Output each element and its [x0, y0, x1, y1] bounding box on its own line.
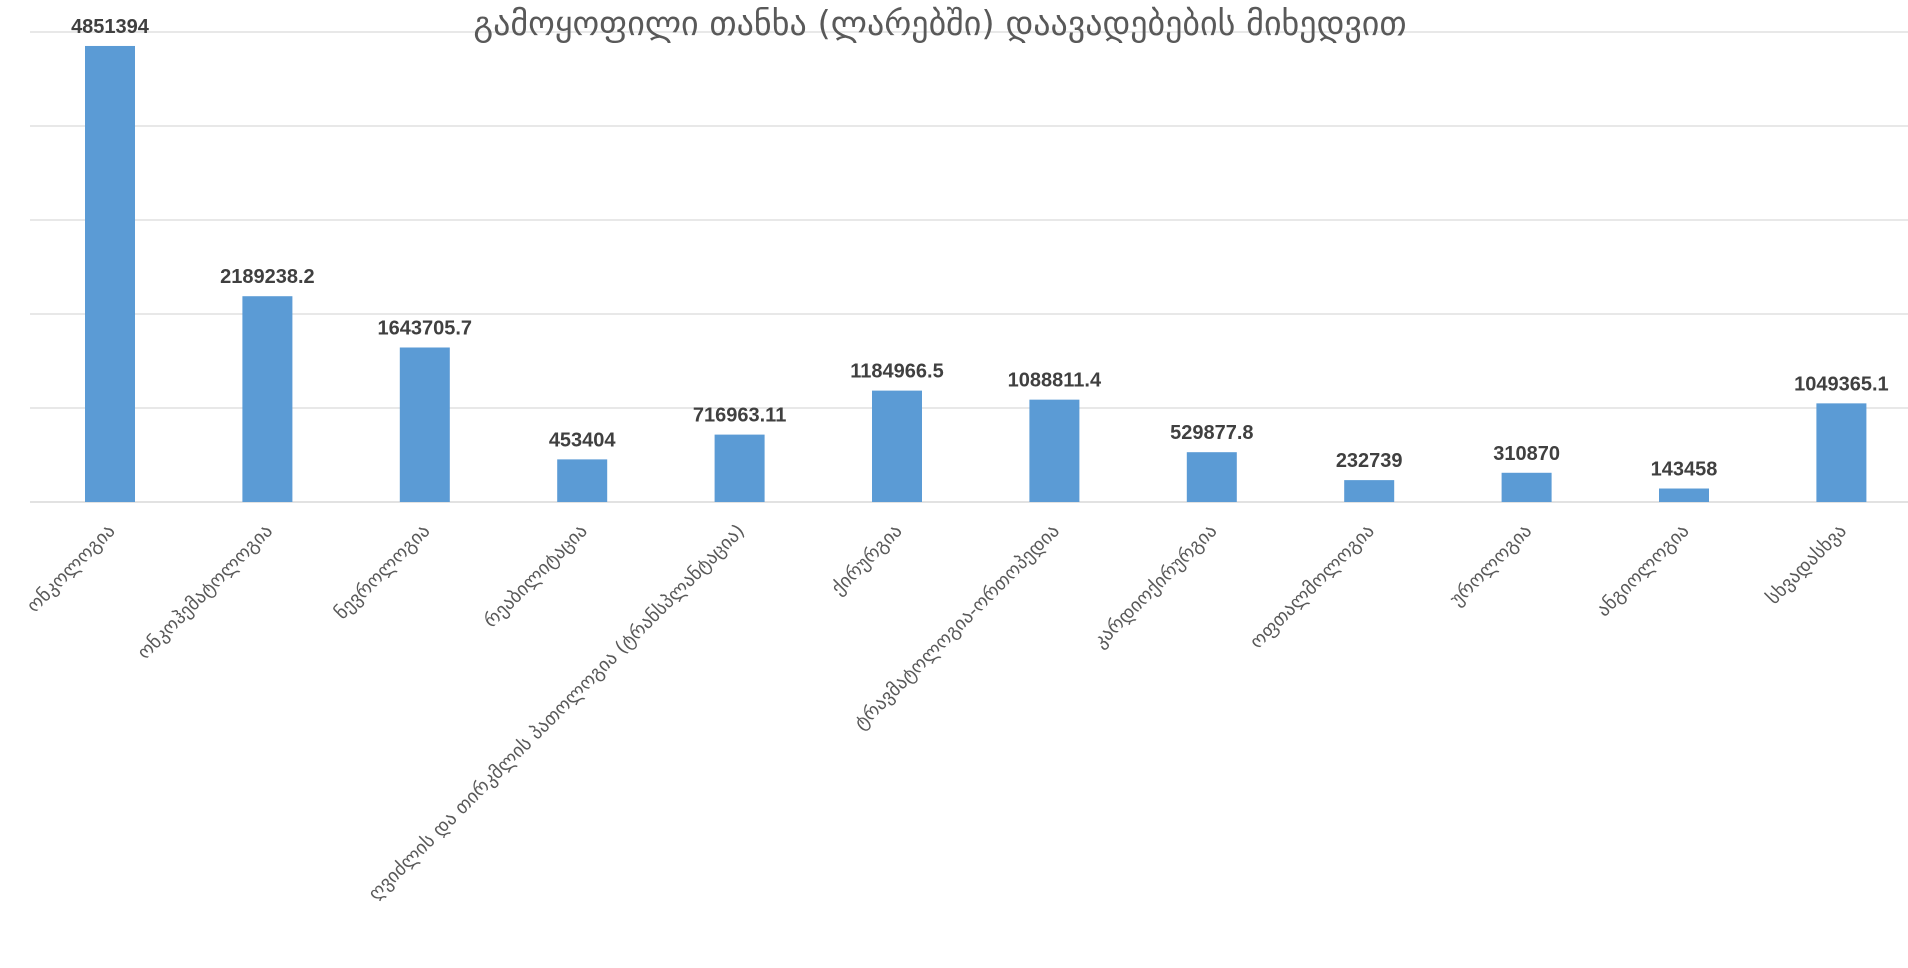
data-label: 232739 [1336, 450, 1403, 472]
data-label: 2189238.2 [220, 266, 315, 288]
data-label: 1643705.7 [378, 317, 473, 339]
bar [242, 296, 293, 502]
bar [714, 434, 765, 502]
x-tick-label: ონკოჰემატოლოგია [133, 520, 277, 664]
x-tick-label: ოფთალმოლოგია [1246, 520, 1379, 653]
gridlines [30, 31, 1908, 503]
data-labels: 4851394 2189238.2 1643705.7 453404 716963.11… [71, 16, 1889, 481]
data-label: 4851394 [71, 16, 150, 38]
data-label: 529877.8 [1170, 422, 1253, 444]
data-label: 1088811.4 [1008, 370, 1102, 392]
data-label: 1184966.5 [850, 361, 943, 383]
bar [1501, 472, 1552, 502]
bar [1344, 480, 1395, 502]
x-tick-labels: ონკოლოგია ონკოჰემატოლოგია ნევროლოგია რეაბილ… [23, 520, 1851, 905]
bar [1186, 452, 1237, 502]
x-tick-label: ანგიოლოგია [1592, 520, 1693, 621]
x-tick-label: უროლოგია [1446, 520, 1536, 610]
x-tick-label: ქირურგია [827, 520, 906, 599]
x-tick-label: კარდიოქირურგია [1089, 520, 1221, 652]
data-label: 453404 [549, 429, 617, 451]
chart-title: გამოყოფილი თანხა (ლარებში) დაავადებების … [473, 4, 1406, 44]
x-tick-label: სხვადასხვა [1762, 520, 1851, 609]
bar [1029, 399, 1080, 502]
x-tick-label: ონკოლოგია [23, 520, 120, 617]
x-tick-label: ღვიძლის და თირკმლის პათოლოგია (ტრანსპლან… [364, 520, 749, 905]
bar [872, 390, 922, 502]
bar [1659, 488, 1709, 502]
data-label: 310870 [1493, 443, 1560, 465]
x-tick-label: ნევროლოგია [330, 520, 434, 624]
bar [557, 459, 608, 502]
x-tick-label: რეაბილიტაცია [480, 520, 592, 632]
bars [85, 45, 1867, 502]
bar [1816, 403, 1867, 502]
bar [399, 347, 450, 502]
bar [85, 45, 135, 502]
data-label: 1049365.1 [1794, 373, 1889, 395]
data-label: 716963.11 [693, 405, 786, 427]
data-label: 143458 [1651, 459, 1718, 481]
